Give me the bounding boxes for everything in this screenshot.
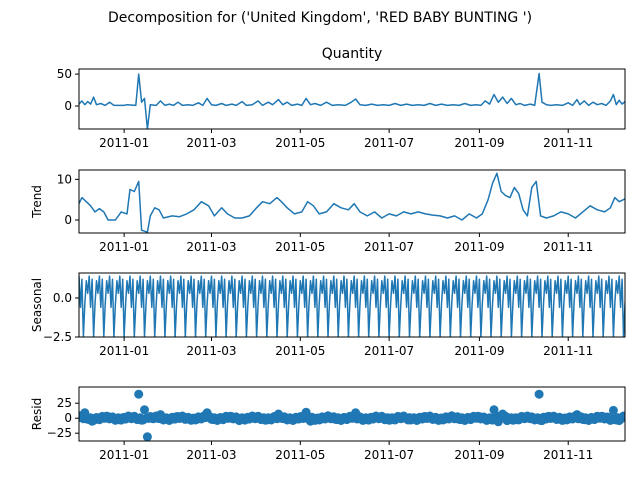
resid-point (534, 389, 544, 399)
x-tick-label: 2011-03 (186, 240, 236, 254)
panel-title: Quantity (322, 46, 383, 62)
resid-point (351, 408, 361, 418)
x-tick-label: 2011-01 (99, 448, 149, 462)
y-axis-label: Resid (30, 398, 44, 430)
y-tick-label: 0 (64, 99, 72, 113)
x-tick-label: 2011-11 (543, 344, 593, 358)
y-tick-label: −25 (47, 426, 72, 440)
y-axis-label: Seasonal (30, 278, 44, 332)
x-tick-label: 2011-09 (454, 136, 504, 150)
panel-seasonal: 2011-01 2011-03 2011-05 2011-07 2011-09 2011-… (30, 272, 626, 358)
y-tick-label: 25 (57, 396, 72, 410)
y-tick-label: 10 (57, 172, 72, 186)
resid-point (489, 405, 499, 415)
resid-point (142, 432, 152, 441)
y-tick-label: 0 (64, 411, 72, 425)
resid-point (306, 416, 315, 426)
resid-point (608, 405, 618, 415)
x-tick-label: 2011-07 (364, 448, 414, 462)
x-tick-label: 2011-05 (275, 448, 325, 462)
resid-point (572, 410, 582, 420)
plot-area-trend (79, 172, 625, 233)
panel-resid: 2011-01 2011-03 2011-05 2011-07 2011-09 2011-… (30, 386, 626, 462)
x-tick-label: 2011-09 (454, 344, 504, 358)
plot-area-seasonal (79, 275, 625, 337)
resid-point (498, 409, 508, 419)
panels-group: 2011-01 2011-03 2011-05 2011-07 2011-09 2011-… (30, 46, 626, 462)
plot-area-resid (79, 389, 625, 441)
resid-point (156, 410, 165, 420)
resid-point (234, 416, 244, 426)
x-tick-label: 2011-03 (186, 344, 236, 358)
x-tick-label: 2011-01 (99, 344, 149, 358)
y-axis-label: Trend (30, 185, 44, 219)
resid-point (87, 416, 97, 426)
y-tick-label: 50 (57, 67, 72, 81)
x-tick-label: 2011-07 (364, 136, 414, 150)
trend-series-line (79, 172, 625, 233)
resid-point (537, 416, 547, 426)
panel-trend: 2011-01 2011-03 2011-05 2011-07 2011-09 2011-… (30, 169, 626, 254)
resid-point (202, 408, 212, 418)
resid-point (134, 389, 144, 399)
x-tick-label: 2011-09 (454, 448, 504, 462)
x-tick-label: 2011-01 (99, 136, 149, 150)
axes-frame-trend (78, 169, 626, 234)
x-tick-label: 2011-03 (186, 448, 236, 462)
y-tick-label: 0 (64, 213, 72, 227)
x-tick-label: 2011-05 (275, 136, 325, 150)
y-tick-label: −2.5 (43, 330, 72, 344)
axes-frame-resid (78, 386, 626, 442)
resid-point (403, 415, 413, 425)
x-tick-label: 2011-05 (275, 344, 325, 358)
seasonal-series-line (79, 275, 625, 337)
x-tick-label: 2011-03 (186, 136, 236, 150)
observed-series-line (79, 72, 625, 129)
x-tick-label: 2011-09 (454, 240, 504, 254)
x-tick-label: 2011-11 (543, 136, 593, 150)
x-tick-label: 2011-07 (364, 240, 414, 254)
panel-observed: 2011-01 2011-03 2011-05 2011-07 2011-09 2011-… (57, 46, 626, 150)
axes-frame-seasonal (78, 272, 626, 338)
resid-point (614, 416, 624, 426)
figure-suptitle: Decomposition for ('United Kingdom', 'RE… (108, 10, 532, 26)
x-tick-label: 2011-05 (275, 240, 325, 254)
resid-point (502, 416, 512, 426)
axes-frame-observed (78, 68, 626, 130)
x-tick-label: 2011-01 (99, 240, 149, 254)
x-tick-label: 2011-07 (364, 344, 414, 358)
resid-point (493, 417, 503, 427)
resid-point (140, 405, 149, 415)
resid-point (301, 407, 311, 417)
y-tick-label: 0.0 (53, 291, 72, 305)
resid-point (80, 408, 90, 418)
x-tick-label: 2011-11 (543, 448, 593, 462)
x-tick-label: 2011-11 (543, 240, 593, 254)
plot-area-observed (79, 72, 625, 129)
resid-point (274, 409, 283, 419)
